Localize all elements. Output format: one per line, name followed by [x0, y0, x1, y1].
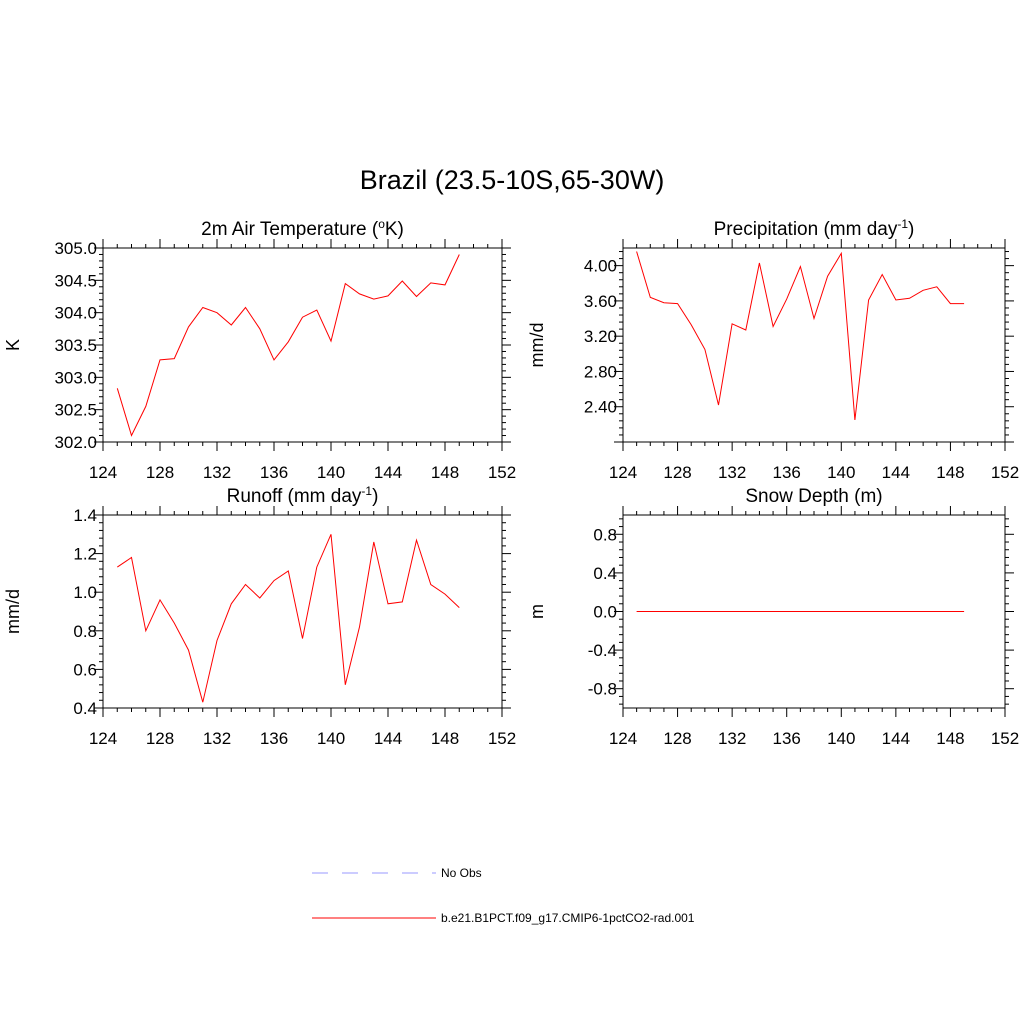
y-tick-label: 0.0 [593, 603, 617, 622]
chart-snow-depth: 124 128 132 136 140 144 148 152 -0.8 -0.4 0.0 0.4 0.… [527, 486, 1019, 748]
series-line-model [116, 254, 460, 437]
panel-title-text: 2m Air Temperature ( [201, 219, 379, 240]
y-tick-label: -0.4 [588, 641, 617, 660]
y-axis-label: K [3, 339, 23, 351]
x-tick-label: 136 [260, 729, 288, 748]
y-tick-label: 304.5 [54, 271, 97, 290]
y-tick-label: 303.0 [54, 368, 97, 387]
y-tick-label: 302.5 [54, 401, 97, 420]
x-tick-label: 140 [827, 729, 855, 748]
x-tick-label: 140 [827, 463, 855, 482]
x-tick-label: 140 [317, 729, 345, 748]
panel-title-superscript: -1 [897, 217, 908, 231]
y-tick-label: -0.8 [588, 680, 617, 699]
panel-title-text: Runoff (mm day [227, 486, 362, 507]
x-tick-label: 128 [146, 463, 174, 482]
x-tick-label: 144 [882, 463, 910, 482]
panel-title-tail: ) [372, 486, 378, 507]
y-tick-label: 305.0 [54, 239, 97, 258]
plot-frame [102, 247, 503, 443]
y-tick-label: 1.2 [73, 545, 97, 564]
panel-title: 2m Air Temperature (oK) [201, 217, 404, 240]
x-tick-label: 148 [431, 729, 459, 748]
x-tick-label: 148 [936, 729, 964, 748]
panel-title-superscript: o [378, 217, 385, 231]
x-tick-label: 124 [89, 463, 117, 482]
chart-air-temperature: 124 128 132 136 140 144 148 152 302.0 302.5 303.0 3… [3, 217, 516, 482]
x-tick-label: 132 [203, 729, 231, 748]
panel-title-tail: ) [908, 219, 914, 240]
x-tick-label: 136 [260, 463, 288, 482]
panel-title-superscript: -1 [361, 484, 372, 498]
x-tick-label: 148 [431, 463, 459, 482]
panel-title: Snow Depth (m) [745, 486, 882, 507]
x-tick-label: 124 [609, 463, 637, 482]
chart-runoff: 124 128 132 136 140 144 148 152 0.4 0.6 0.8 1.0 1.2 1… [3, 484, 516, 748]
y-axis-label: mm/d [527, 323, 547, 368]
y-tick-label: 304.0 [54, 304, 97, 323]
x-tick-label: 148 [936, 463, 964, 482]
x-tick-label: 136 [773, 729, 801, 748]
x-tick-label: 152 [488, 463, 516, 482]
y-tick-label: 0.4 [73, 699, 97, 718]
x-tick-label: 124 [89, 729, 117, 748]
panel-title-text: Precipitation (mm day [714, 219, 898, 240]
x-tick-label: 128 [663, 463, 691, 482]
y-tick-label: 1.4 [73, 506, 97, 525]
y-tick-label: 302.0 [54, 433, 97, 452]
series-line-model [117, 534, 460, 703]
x-tick-label: 128 [146, 729, 174, 748]
y-tick-label: 0.8 [593, 525, 617, 544]
panel-title: Precipitation (mm day-1) [714, 217, 915, 240]
y-tick-label: 2.80 [584, 362, 617, 381]
y-tick-label: 0.6 [73, 660, 97, 679]
x-tick-label: 140 [317, 463, 345, 482]
x-tick-label: 152 [991, 729, 1019, 748]
x-tick-label: 132 [718, 729, 746, 748]
x-tick-label: 128 [663, 729, 691, 748]
page-title: Brazil (23.5-10S,65-30W) [359, 165, 665, 195]
x-tick-label: 132 [718, 463, 746, 482]
panel-title-text: Snow Depth (m) [745, 486, 882, 507]
x-tick-label: 144 [882, 729, 910, 748]
panel-title-tail: K) [385, 219, 404, 240]
y-tick-label: 4.00 [584, 257, 617, 276]
y-axis-label: m [527, 604, 547, 619]
x-tick-label: 144 [374, 729, 402, 748]
plot-frame [102, 514, 503, 709]
plot-frame [622, 247, 1006, 443]
x-tick-label: 132 [203, 463, 231, 482]
y-tick-label: 0.4 [593, 564, 617, 583]
x-tick-label: 152 [488, 729, 516, 748]
series-line-model [636, 251, 965, 421]
y-tick-label: 2.40 [584, 398, 617, 417]
x-tick-label: 136 [773, 463, 801, 482]
x-tick-label: 152 [991, 463, 1019, 482]
y-tick-label: 3.60 [584, 292, 617, 311]
panel-title: Runoff (mm day-1) [227, 484, 379, 507]
y-tick-label: 3.20 [584, 327, 617, 346]
y-tick-label: 1.0 [73, 583, 97, 602]
y-tick-label: 0.8 [73, 622, 97, 641]
x-tick-label: 144 [374, 463, 402, 482]
y-tick-label: 303.5 [54, 336, 97, 355]
y-axis-label: mm/d [3, 589, 23, 634]
chart-precipitation: 124 128 132 136 140 144 148 152 2.40 2.80 3.20 3.60… [527, 217, 1019, 482]
x-tick-label: 124 [609, 729, 637, 748]
